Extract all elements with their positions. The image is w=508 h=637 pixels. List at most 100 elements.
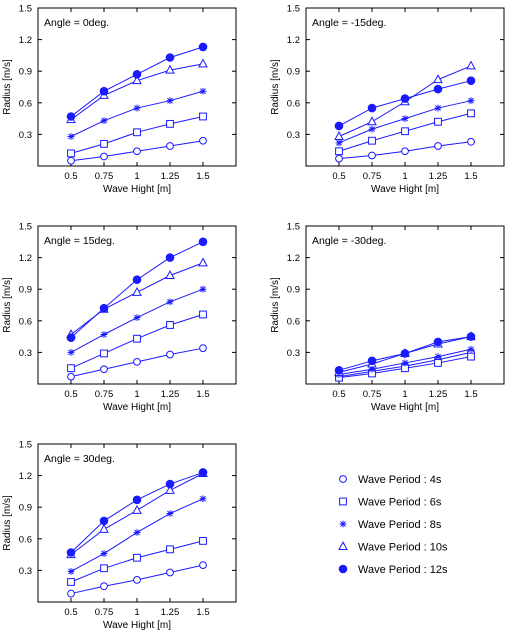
data-point <box>334 121 344 131</box>
data-point <box>198 237 208 247</box>
data-point <box>100 331 108 338</box>
data-point <box>433 337 443 347</box>
data-point <box>67 133 75 140</box>
series-5 <box>334 332 476 375</box>
series-2 <box>67 310 207 373</box>
x-tick-label: 0.75 <box>363 171 382 182</box>
data-point <box>199 537 207 545</box>
angle-annotation: Angle = -15deg. <box>312 17 386 29</box>
data-point <box>165 53 175 62</box>
data-point <box>434 359 442 367</box>
x-axis-label: Wave Hight [m] <box>103 620 171 631</box>
legend-marker <box>339 520 347 528</box>
data-point <box>66 112 76 121</box>
y-tick-label: 0.6 <box>287 316 300 327</box>
data-point <box>466 332 476 341</box>
legend-label: Wave Period : 12s <box>358 564 448 576</box>
data-point <box>367 116 377 126</box>
series-4 <box>66 58 208 124</box>
data-point <box>100 550 108 557</box>
data-point <box>100 582 108 591</box>
series-1 <box>67 344 207 381</box>
data-point <box>434 142 442 150</box>
data-point <box>132 70 142 79</box>
data-point <box>67 149 75 158</box>
y-tick-label: 1.5 <box>19 440 32 451</box>
series-3 <box>67 285 207 356</box>
y-tick-label: 0.9 <box>287 285 300 296</box>
x-tick-label: 1.5 <box>196 607 209 618</box>
data-point <box>67 578 75 586</box>
y-tick-label: 0.9 <box>287 67 300 78</box>
data-point <box>133 314 141 322</box>
series-2 <box>67 112 207 158</box>
y-tick-label: 0.6 <box>19 534 32 545</box>
data-point <box>467 137 475 146</box>
angle-annotation: Angle = 0deg. <box>44 17 109 29</box>
data-point <box>367 103 377 113</box>
data-point <box>133 357 141 366</box>
data-point <box>434 353 442 361</box>
y-tick-label: 1.5 <box>19 4 32 15</box>
y-tick-label: 0.6 <box>19 98 32 109</box>
y-axis-label: Radius [m/s] <box>2 277 13 333</box>
y-tick-label: 1.2 <box>19 253 32 264</box>
y-tick-label: 0.3 <box>287 130 300 141</box>
data-point <box>433 74 443 84</box>
data-point <box>199 112 207 121</box>
data-point <box>199 561 207 570</box>
legend-label: Wave Period : 6s <box>358 497 442 509</box>
data-point <box>334 131 344 141</box>
data-point <box>165 484 175 494</box>
legend-label: Wave Period : 4s <box>358 474 442 486</box>
data-point <box>166 321 174 329</box>
data-point <box>401 127 409 136</box>
data-point <box>199 285 207 293</box>
data-point <box>67 364 75 373</box>
angle-annotation: Angle = 15deg. <box>44 235 115 247</box>
data-point <box>99 516 109 526</box>
data-point <box>133 575 141 584</box>
x-axis-label: Wave Hight [m] <box>103 402 171 413</box>
data-point <box>166 350 174 359</box>
data-point <box>166 298 174 306</box>
data-point <box>99 303 109 313</box>
data-point <box>67 349 75 356</box>
y-tick-label: 1.2 <box>19 471 32 482</box>
data-point <box>132 75 142 85</box>
data-point <box>100 564 108 573</box>
x-tick-label: 1.25 <box>429 389 448 400</box>
data-point <box>100 117 108 125</box>
data-point <box>133 334 141 343</box>
data-point <box>100 349 108 358</box>
y-tick-label: 0.6 <box>19 316 32 327</box>
series-1 <box>67 136 207 165</box>
legend-marker <box>339 475 347 483</box>
x-tick-label: 1.5 <box>464 171 477 182</box>
legend-marker <box>339 497 347 506</box>
y-tick-label: 0.3 <box>19 348 32 359</box>
data-point <box>133 147 141 156</box>
data-point <box>165 479 175 489</box>
data-point <box>166 545 174 554</box>
data-point <box>467 97 475 105</box>
x-tick-label: 0.5 <box>64 171 77 182</box>
y-tick-label: 0.3 <box>287 348 300 359</box>
x-tick-label: 0.75 <box>363 389 382 400</box>
data-point <box>198 42 208 52</box>
series-5 <box>66 42 208 121</box>
y-tick-label: 1.2 <box>287 253 300 264</box>
x-tick-label: 1 <box>402 171 407 182</box>
x-tick-label: 0.5 <box>332 389 345 400</box>
data-point <box>165 64 175 74</box>
series-3 <box>67 495 207 575</box>
x-tick-label: 1 <box>134 171 139 182</box>
y-tick-label: 0.3 <box>19 130 32 141</box>
y-tick-label: 0.9 <box>19 67 32 78</box>
data-point <box>467 352 475 361</box>
data-point <box>198 257 208 267</box>
x-tick-label: 1 <box>402 389 407 400</box>
data-point <box>466 76 476 85</box>
data-point <box>132 275 142 285</box>
